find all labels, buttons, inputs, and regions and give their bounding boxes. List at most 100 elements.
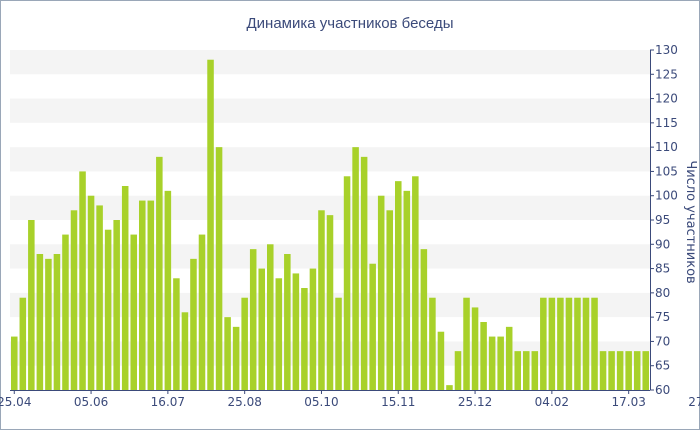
bar: [62, 234, 69, 390]
bar: [232, 326, 240, 390]
bar: [403, 190, 411, 390]
bar: [11, 336, 18, 390]
bar: [190, 258, 197, 390]
bar: [377, 195, 385, 390]
bar: [488, 336, 496, 390]
grid-band: [10, 50, 650, 75]
y-tick-label: 60: [655, 383, 670, 397]
x-tick-label: 27.04: [688, 395, 700, 409]
bar: [147, 200, 155, 390]
bar: [96, 205, 103, 390]
bar: [318, 210, 325, 390]
bar: [557, 297, 564, 390]
bar: [625, 351, 632, 390]
x-tick-label: 16.07: [151, 395, 185, 409]
bar: [540, 297, 547, 390]
bar: [215, 147, 223, 390]
bar: [335, 297, 342, 390]
x-tick-label: 25.04: [0, 395, 31, 409]
y-tick-label: 85: [655, 262, 670, 276]
bar: [471, 307, 479, 390]
bar: [104, 229, 112, 390]
bar: [454, 351, 462, 390]
y-axis-label: Число участников: [683, 160, 698, 283]
y-tick-label: 95: [655, 213, 670, 227]
bar: [514, 351, 521, 390]
bar: [249, 249, 257, 390]
bar: [87, 195, 95, 390]
x-tick-label: 25.08: [227, 395, 261, 409]
y-tick-label: 115: [655, 116, 678, 130]
bar: [301, 288, 308, 390]
bar: [45, 258, 52, 390]
bar: [429, 297, 436, 390]
y-tick-label: 70: [655, 334, 670, 348]
bar: [565, 297, 573, 390]
bar: [480, 322, 487, 390]
bar: [446, 385, 453, 390]
bar: [164, 190, 172, 390]
bar: [36, 254, 44, 390]
bar: [207, 59, 214, 390]
bar: [437, 331, 445, 390]
bar: [258, 268, 265, 390]
x-tick-label: 04.02: [535, 395, 569, 409]
y-tick-label: 110: [655, 140, 678, 154]
bar: [198, 234, 206, 390]
bar: [608, 351, 615, 390]
bar: [642, 351, 649, 390]
bar: [599, 351, 607, 390]
bar: [326, 215, 334, 390]
bar: [267, 244, 274, 390]
x-axis-ticks: 25.04 05.06 16.07 25.08 05.10 15.11 25.12 04.02…: [0, 390, 700, 409]
bar: [616, 351, 624, 390]
bar: [79, 171, 86, 390]
bar: [181, 312, 189, 390]
y-tick-label: 130: [655, 43, 678, 57]
y-tick-label: 75: [655, 310, 670, 324]
bar: [548, 297, 556, 390]
bar: [53, 254, 61, 390]
y-tick-label: 105: [655, 164, 678, 178]
x-tick-label: 05.10: [304, 395, 338, 409]
y-tick-label: 65: [655, 359, 670, 373]
bar: [284, 254, 291, 390]
bar: [28, 220, 35, 390]
bar: [412, 176, 419, 390]
bar: [113, 220, 120, 390]
chart-title: Динамика участников беседы: [247, 15, 454, 32]
grid-band: [10, 98, 650, 123]
x-tick-label: 17.03: [611, 395, 645, 409]
bar: [156, 156, 163, 390]
bar: [531, 351, 539, 390]
y-tick-label: 100: [655, 189, 678, 203]
bar: [173, 278, 180, 390]
y-tick-label: 90: [655, 237, 670, 251]
y-tick-label: 125: [655, 67, 678, 81]
y-axis-ticks: 60 65 70 75 80 85 90 95 100 105 110 115 120 125 130: [650, 43, 678, 397]
bar: [360, 156, 368, 390]
x-tick-label: 25.12: [458, 395, 492, 409]
bar: [574, 297, 581, 390]
bar: [395, 181, 402, 390]
bar: [224, 317, 231, 390]
bar: [369, 263, 376, 390]
bar: [309, 268, 317, 390]
bar: [241, 297, 248, 390]
bar: [463, 297, 470, 390]
bar: [582, 297, 590, 390]
bar: [275, 278, 283, 390]
bars: [10, 59, 650, 391]
bar: [352, 147, 359, 390]
bar: [386, 210, 393, 390]
bar: [139, 200, 146, 390]
bar: [292, 273, 300, 390]
grid-band: [10, 147, 650, 172]
bar: [633, 351, 641, 390]
bar: [505, 326, 513, 390]
bar: [70, 210, 78, 390]
bar: [523, 351, 530, 390]
bar: [121, 186, 129, 390]
x-tick-label: 15.11: [381, 395, 415, 409]
